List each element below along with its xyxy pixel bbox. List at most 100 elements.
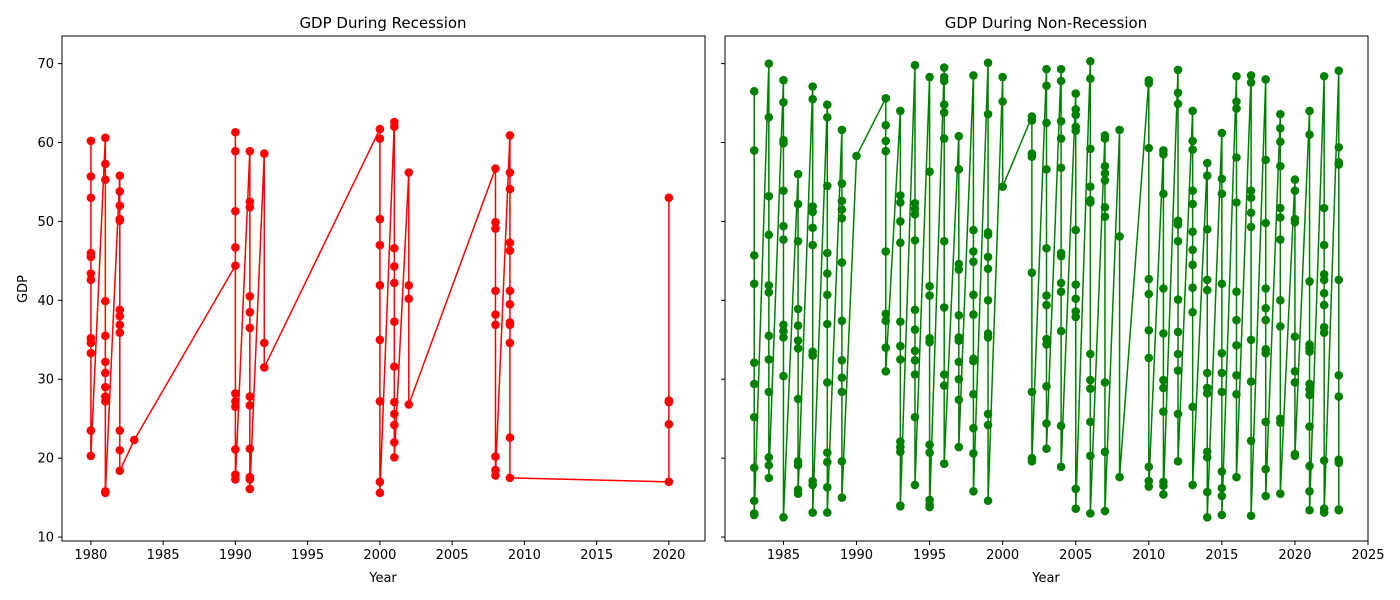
data-point (404, 281, 414, 290)
data-point (231, 261, 240, 270)
data-point (1305, 130, 1314, 139)
data-point (983, 333, 993, 342)
data-point (779, 326, 788, 336)
data-point (1159, 407, 1168, 416)
data-point (115, 311, 125, 321)
data-point (1261, 75, 1270, 84)
y-tick-label: 10 (37, 531, 54, 546)
data-point (939, 108, 949, 117)
data-point (1217, 387, 1227, 397)
data-point (1042, 81, 1051, 91)
data-point (808, 207, 817, 217)
data-point (1290, 175, 1300, 184)
data-point (1056, 278, 1066, 288)
data-point (1319, 288, 1329, 298)
data-point (896, 238, 905, 248)
data-point (896, 447, 905, 457)
data-point (823, 248, 832, 258)
data-point (390, 262, 399, 271)
data-point (1232, 104, 1241, 113)
x-tick-label: 2015 (580, 548, 613, 563)
data-point (101, 368, 110, 378)
data-point (837, 356, 847, 365)
data-point (837, 387, 847, 397)
data-point (1276, 161, 1285, 171)
data-point (1086, 349, 1095, 359)
data-point (983, 264, 993, 274)
data-point (1071, 504, 1081, 513)
data-point (749, 358, 759, 367)
data-point (1217, 279, 1227, 289)
data-point (925, 440, 934, 450)
y-axis-label: GDP (16, 275, 31, 303)
data-point (896, 198, 905, 207)
x-tick-label: 2020 (1278, 548, 1311, 563)
data-point (1232, 315, 1241, 325)
chart-panel-recession: GDP During Recession Year GDP 1980 1985 19… (16, 14, 706, 586)
data-point (259, 338, 269, 348)
data-point (1086, 74, 1095, 83)
data-point (375, 477, 385, 487)
data-point (1086, 375, 1095, 385)
data-point (808, 351, 817, 360)
data-point (910, 356, 920, 365)
data-point (375, 124, 385, 134)
data-point (808, 240, 817, 250)
data-point (983, 58, 993, 68)
y-tick-label: 60 (37, 136, 54, 151)
data-point (505, 168, 515, 177)
data-point (983, 409, 993, 419)
data-point (1188, 402, 1197, 412)
axis-ticks: 1980 1985 1990 1995 2000 2005 2010 2015 2020 10 20… (37, 57, 685, 563)
data-point (1188, 283, 1197, 293)
data-point (1159, 189, 1168, 199)
data-point (1144, 274, 1154, 284)
data-point (1290, 367, 1300, 376)
data-point (1144, 353, 1154, 363)
x-tick-label: 2000 (986, 548, 1019, 563)
data-point (823, 290, 832, 300)
data-point (491, 164, 500, 173)
data-point (808, 508, 817, 517)
data-point (837, 205, 847, 214)
data-point (1042, 340, 1051, 349)
data-point (231, 127, 240, 137)
data-point (1027, 268, 1037, 278)
data-point (1173, 236, 1183, 246)
data-point (1056, 287, 1066, 296)
data-point (1042, 243, 1051, 253)
data-point (115, 328, 125, 337)
data-point (779, 97, 788, 107)
data-point (231, 206, 240, 216)
data-point (969, 449, 978, 458)
x-tick-label: 2005 (436, 548, 469, 563)
data-point (101, 159, 110, 169)
data-point (1232, 198, 1241, 207)
data-point (779, 371, 788, 381)
data-point (1217, 174, 1227, 184)
data-point (910, 412, 920, 422)
data-point (231, 243, 240, 252)
data-point (1276, 418, 1285, 427)
data-point (1071, 312, 1081, 322)
data-point (86, 451, 96, 461)
data-point (1246, 335, 1256, 345)
x-tick-label: 2000 (363, 548, 396, 563)
data-point (1086, 144, 1095, 154)
data-point (954, 374, 964, 384)
data-point (1305, 422, 1314, 431)
data-point (1173, 99, 1183, 109)
data-point (881, 309, 891, 319)
data-point (1188, 480, 1197, 490)
data-point (969, 247, 978, 256)
data-point (954, 311, 964, 320)
data-point (505, 238, 515, 248)
data-point (837, 179, 847, 188)
data-point (1100, 169, 1110, 178)
data-point (1159, 329, 1168, 338)
data-point (1086, 198, 1095, 207)
data-point (375, 134, 385, 143)
data-point (1144, 462, 1154, 472)
data-point (939, 63, 949, 72)
data-point (823, 319, 832, 329)
